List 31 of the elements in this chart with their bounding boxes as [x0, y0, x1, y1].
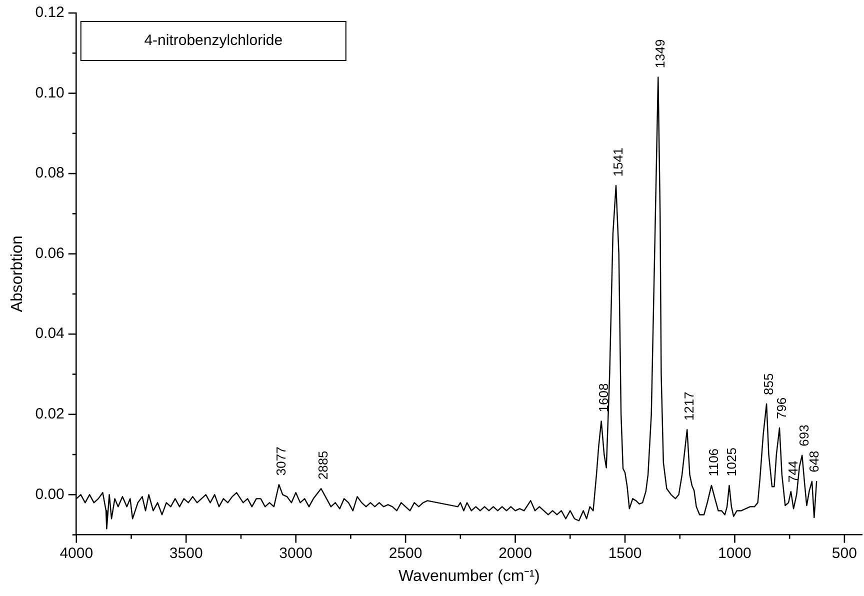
y-tick-label: 0.10 — [35, 84, 64, 102]
y-tick-label: 0.02 — [35, 406, 64, 423]
y-tick-label: 0.08 — [35, 164, 64, 182]
annotation: 1217 — [682, 392, 697, 421]
annotation: 1025 — [724, 448, 739, 476]
y-axis-title: Absorbtion — [9, 236, 26, 312]
x-tick-label: 4000 — [60, 544, 94, 562]
annotation: 855 — [761, 373, 776, 395]
x-tick-label: 3000 — [279, 544, 313, 562]
annotation: 744 — [785, 460, 800, 482]
y-tick-label: 0.12 — [35, 4, 64, 22]
annotation: 2885 — [316, 450, 331, 480]
x-tick-label: 1000 — [718, 544, 752, 562]
annotation: 3077 — [274, 446, 289, 476]
annotation: 1608 — [596, 383, 611, 412]
x-tick-label: 1500 — [608, 544, 642, 562]
annotation: 1106 — [706, 448, 722, 476]
x-tick-label: 500 — [832, 544, 857, 562]
annotation: 693 — [796, 424, 812, 446]
x-axis-title: Wavenumber (cm⁻¹) — [398, 568, 540, 585]
x-tick-label: 3500 — [169, 544, 203, 562]
y-tick-label: 0.04 — [35, 325, 64, 342]
annotation: 796 — [774, 397, 790, 420]
y-tick-label: 0.06 — [35, 244, 64, 262]
annotation: 1349 — [652, 39, 668, 68]
x-tick-label: 2000 — [498, 544, 532, 562]
y-tick-label: 0.00 — [35, 486, 64, 503]
x-tick-label: 2500 — [388, 544, 422, 562]
text: 4-nitrobenzylchloride — [144, 32, 283, 50]
annotation: 1541 — [610, 148, 626, 177]
annotation: 648 — [806, 450, 822, 472]
